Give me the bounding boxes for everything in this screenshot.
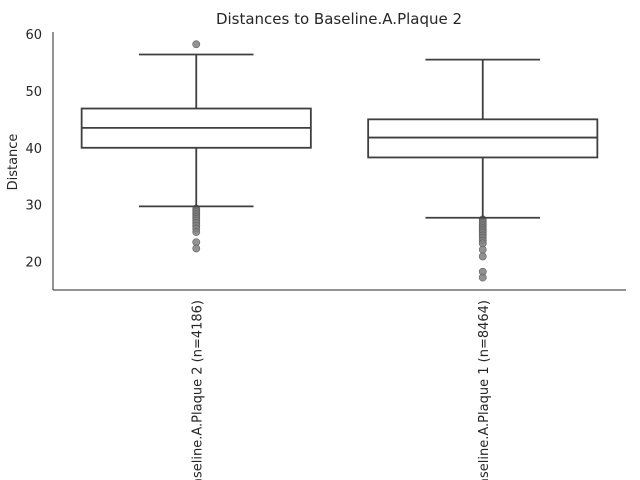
y-tick-label: 30: [25, 199, 42, 214]
outlier-point: [192, 228, 201, 236]
y-tick-label: 20: [25, 256, 42, 271]
outlier-point: [478, 252, 487, 261]
chart-title: Distances to Baseline.A.Plaque 2: [216, 10, 462, 28]
outlier-point: [478, 245, 487, 254]
y-axis-label: Distance: [6, 134, 21, 191]
y-tick-label: 40: [25, 142, 42, 157]
outlier-point: [192, 244, 201, 253]
y-tick-label: 60: [25, 28, 42, 43]
x-tick-label: Baseline.A.Plaque 1 (n=8464): [477, 300, 492, 480]
plot-area: 20 30 40 50 60 Baseline.A.Plaque 2 (n=4186) Ba…: [25, 28, 626, 480]
y-tick-label: 50: [25, 85, 42, 100]
x-tick-label: Baseline.A.Plaque 2 (n=4186): [190, 300, 205, 480]
outlier-point: [192, 40, 201, 49]
outlier-point: [478, 273, 487, 282]
